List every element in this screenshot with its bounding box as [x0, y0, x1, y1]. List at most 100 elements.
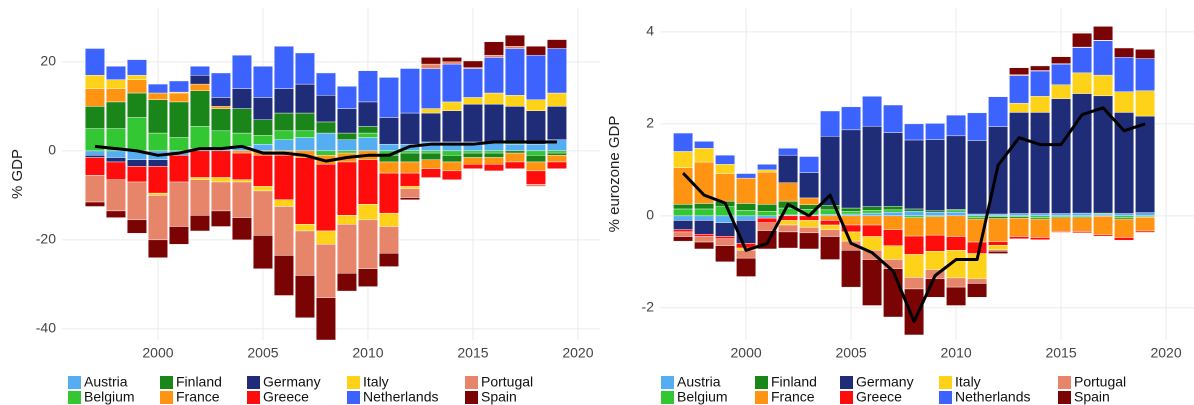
bar-segment — [148, 83, 168, 94]
bar-segment — [169, 137, 189, 152]
bar-segment — [862, 224, 882, 237]
bar-segment — [400, 150, 420, 154]
x-tick-label: 2015 — [457, 345, 488, 361]
bar-segment — [484, 103, 504, 143]
bar-segment — [337, 150, 357, 154]
bar-segment — [400, 172, 420, 187]
bar-segment — [694, 215, 714, 221]
legend-swatch — [939, 391, 952, 404]
bar-segment — [316, 230, 336, 245]
y-tick-label: 4 — [646, 23, 654, 39]
bar-segment — [673, 151, 693, 168]
bar-segment — [925, 210, 945, 213]
bar-segment — [85, 157, 105, 176]
bar-segment — [463, 157, 483, 165]
legend-label: Germany — [263, 374, 321, 390]
bar-segment — [463, 60, 483, 68]
bar-segment — [904, 277, 924, 290]
bar-segment — [127, 159, 147, 167]
bar-segment — [442, 57, 462, 63]
legend-label: Belgium — [677, 389, 728, 405]
y-tick-label: -2 — [642, 299, 655, 315]
bar-segment — [526, 99, 546, 112]
bar-segment — [379, 143, 399, 152]
bar-segment — [946, 114, 966, 137]
bar-segment — [274, 139, 294, 152]
bar-segment — [1009, 67, 1029, 75]
bar-segment — [778, 148, 798, 156]
bar-segment — [883, 229, 903, 246]
legend-swatch — [160, 391, 173, 404]
x-tick-label: 2020 — [562, 345, 593, 361]
bar-segment — [1030, 218, 1050, 238]
legend-swatch — [160, 376, 173, 389]
bar-segment — [1114, 215, 1134, 218]
bar-segment — [904, 123, 924, 141]
bar-segment — [1114, 237, 1134, 241]
bar-segment — [505, 150, 525, 154]
bar-segment — [1093, 26, 1113, 41]
bar-segment — [400, 197, 420, 201]
legend-label: Netherlands — [955, 389, 1031, 405]
bar-segment — [232, 217, 252, 241]
bar-segment — [1051, 84, 1071, 99]
bar-segment — [463, 68, 483, 98]
bar-segment — [925, 123, 945, 140]
bar-segment — [925, 251, 945, 270]
bar-segment — [778, 220, 798, 226]
bar-segment — [841, 215, 861, 226]
bar-segment — [358, 101, 378, 127]
bar-segment — [967, 278, 987, 284]
bar-segment — [715, 245, 735, 263]
legend-swatch — [68, 391, 81, 404]
bar-segment — [526, 170, 546, 185]
bar-segment — [547, 161, 567, 169]
bar-segment — [211, 210, 231, 227]
bar-segment — [148, 159, 168, 167]
bar-segment — [463, 97, 483, 105]
legend-swatch — [347, 376, 360, 389]
bar-segment — [316, 244, 336, 298]
bar-segment — [925, 216, 945, 236]
x-tick-label: 2005 — [247, 345, 278, 361]
y-tick-label: -20 — [36, 231, 56, 247]
bar-segment — [1135, 49, 1155, 59]
bar-segment — [988, 251, 1008, 254]
bar-segment — [400, 186, 420, 189]
bar-segment — [253, 97, 273, 120]
bar-segment — [505, 46, 525, 49]
bar-segment — [253, 135, 273, 145]
bar-segment — [883, 211, 903, 217]
bar-segment — [736, 173, 756, 179]
bar-segment — [421, 57, 441, 65]
bar-segment — [736, 215, 756, 221]
bar-segment — [967, 140, 987, 215]
bar-segment — [1093, 216, 1113, 235]
bar-segment — [694, 141, 714, 149]
bar-segment — [1072, 212, 1092, 217]
bar-segment — [253, 155, 273, 187]
bar-segment — [442, 161, 462, 172]
bar-segment — [967, 215, 987, 218]
bar-segment — [778, 231, 798, 249]
bar-segment — [967, 283, 987, 298]
bar-segment — [820, 229, 840, 237]
bar-segment — [85, 155, 105, 158]
bar-segment — [169, 80, 189, 93]
bar-segment — [442, 150, 462, 156]
bar-segment — [1009, 213, 1029, 217]
legend-label: France — [176, 389, 220, 405]
bar-segment — [757, 169, 777, 173]
bar-segment — [946, 210, 966, 213]
bar-segment — [316, 164, 336, 232]
bar-segment — [1009, 102, 1029, 113]
bar-segment — [463, 103, 483, 143]
bar-segment — [505, 48, 525, 96]
bar-segment — [526, 155, 546, 163]
bar-segment — [757, 215, 777, 219]
bar-segment — [400, 161, 420, 174]
bar-segment — [337, 273, 357, 292]
bar-segment — [148, 166, 168, 194]
bar-segment — [694, 234, 714, 237]
bar-segment — [1135, 115, 1155, 213]
